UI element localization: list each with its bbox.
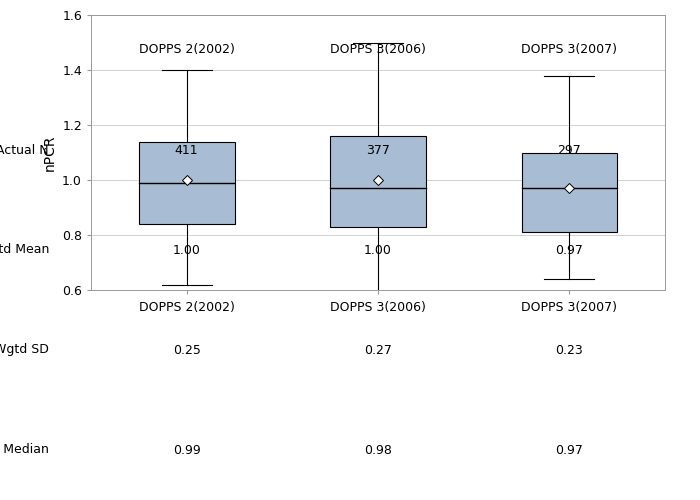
Y-axis label: nPCR: nPCR (43, 134, 57, 171)
Text: DOPPS 3(2006): DOPPS 3(2006) (330, 44, 426, 57)
Text: Wgtd SD: Wgtd SD (0, 344, 49, 356)
Bar (139, 142, 234, 224)
Text: Wgtd Median: Wgtd Median (0, 444, 49, 456)
Text: DOPPS 3(2007): DOPPS 3(2007) (522, 44, 617, 57)
Bar (330, 136, 426, 227)
Text: 0.97: 0.97 (555, 444, 583, 456)
Text: DOPPS 2(2002): DOPPS 2(2002) (139, 44, 234, 57)
Text: 297: 297 (557, 144, 581, 156)
Text: 411: 411 (175, 144, 199, 156)
Text: 0.25: 0.25 (173, 344, 201, 356)
Text: 0.99: 0.99 (173, 444, 200, 456)
Text: 0.97: 0.97 (555, 244, 583, 256)
Text: Wgtd Mean: Wgtd Mean (0, 244, 49, 256)
Text: 0.98: 0.98 (364, 444, 392, 456)
Text: 0.23: 0.23 (556, 344, 583, 356)
Text: 1.00: 1.00 (173, 244, 201, 256)
Text: 1.00: 1.00 (364, 244, 392, 256)
Text: 0.27: 0.27 (364, 344, 392, 356)
Text: 377: 377 (366, 144, 390, 156)
Text: Actual N: Actual N (0, 144, 49, 156)
Bar (522, 152, 617, 232)
